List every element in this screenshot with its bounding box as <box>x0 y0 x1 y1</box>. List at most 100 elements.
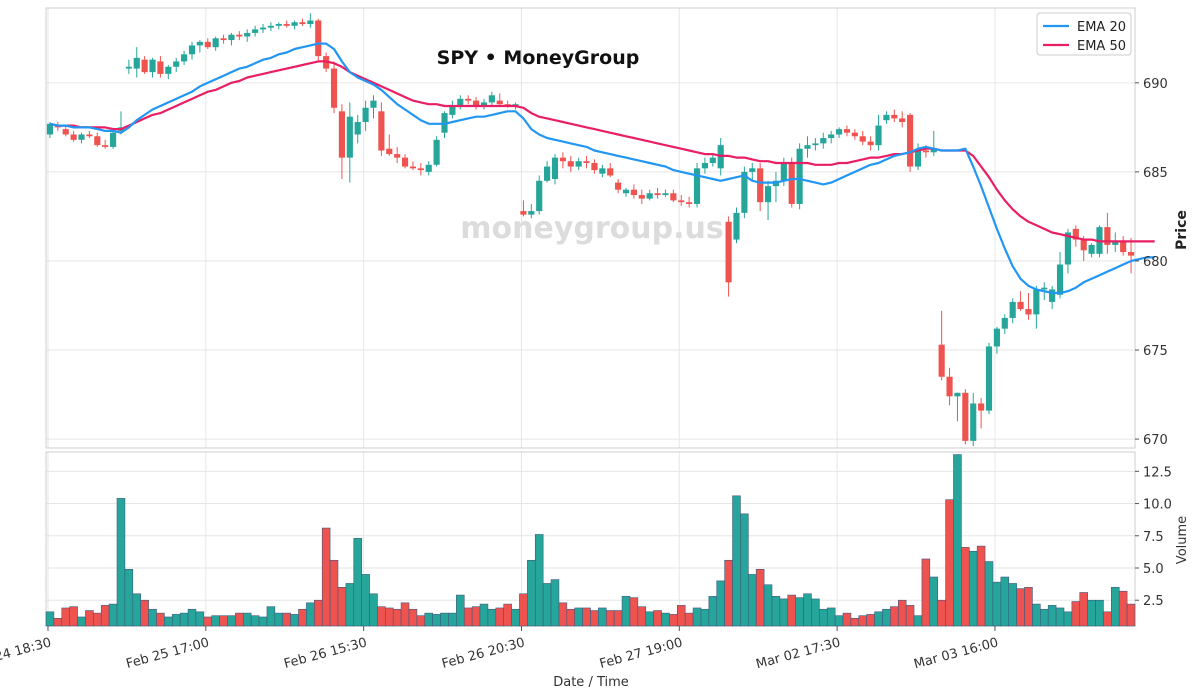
volume-bar <box>732 495 741 627</box>
volume-bar <box>953 454 962 627</box>
candle-body <box>907 114 914 167</box>
volume-bar <box>842 612 852 627</box>
price-tick-label: 675 <box>1143 344 1168 359</box>
volume-bar <box>1063 611 1073 627</box>
candle-body <box>622 189 630 194</box>
volume-bar <box>1032 603 1041 627</box>
candle-body <box>1080 239 1087 251</box>
candle-body <box>220 38 227 41</box>
volume-bar <box>519 593 528 627</box>
volume-bar <box>605 610 615 627</box>
candle-body <box>275 24 282 26</box>
candle-body <box>638 195 645 199</box>
volume-bar <box>1040 608 1049 627</box>
volume-bar <box>132 593 141 627</box>
candle-body <box>78 134 85 140</box>
volume-bar <box>637 606 647 627</box>
volume-tick-label: 10.0 <box>1143 498 1172 513</box>
candle-body <box>157 61 164 74</box>
candle-body <box>291 22 298 26</box>
candle-body <box>338 111 346 158</box>
candle-body <box>843 129 851 133</box>
candle-body <box>891 114 898 119</box>
candle-body <box>528 211 535 215</box>
candle-body <box>181 54 188 62</box>
candle-body <box>780 162 787 181</box>
candle-body <box>875 125 882 146</box>
candle-body <box>1049 289 1056 302</box>
candle-body <box>796 148 803 204</box>
volume-bar <box>542 583 552 627</box>
volume-bar <box>661 612 670 627</box>
candle-body <box>1001 317 1008 329</box>
candle-body <box>1017 301 1024 310</box>
volume-bar <box>819 608 828 627</box>
candle-body <box>70 134 77 140</box>
volume-bar <box>306 602 315 627</box>
candle-body <box>1127 252 1135 256</box>
candle-body <box>970 403 977 441</box>
candle-body <box>962 392 969 441</box>
volume-bar <box>755 568 765 627</box>
volume-bar <box>566 608 576 627</box>
candle-body <box>820 138 827 144</box>
candle-body <box>615 182 622 190</box>
candle-body <box>433 139 440 165</box>
legend: EMA 20 EMA 50 <box>1036 12 1132 56</box>
volume-bar <box>968 550 978 627</box>
candle-body <box>678 200 685 203</box>
candle-body <box>102 145 109 147</box>
candle-body <box>1064 232 1072 265</box>
candle-body <box>544 166 551 181</box>
volume-tick-label: 12.5 <box>1143 465 1172 480</box>
volume-bar <box>274 612 284 627</box>
volume-bar <box>779 598 789 627</box>
volume-bar <box>77 616 86 627</box>
candle-body <box>536 180 543 212</box>
x-tick-label: Feb 26 20:30 <box>440 635 526 672</box>
candle-body <box>551 157 559 180</box>
candle-body <box>173 61 180 67</box>
volume-bar <box>463 607 473 627</box>
x-tick-label: Feb 27 19:00 <box>598 635 684 672</box>
candle-body <box>630 189 637 196</box>
volume-bar <box>1008 583 1017 627</box>
candle-body <box>125 66 132 69</box>
volume-bar <box>250 615 260 627</box>
volume-bar <box>93 612 102 627</box>
candle-body <box>394 154 401 158</box>
candle-body <box>954 392 961 397</box>
candle-body <box>922 150 929 153</box>
volume-bar <box>164 616 173 627</box>
volume-bar <box>148 608 157 627</box>
candle-body <box>914 150 922 167</box>
volume-bar <box>850 617 860 627</box>
volume-bar <box>85 610 94 627</box>
volume-bar <box>171 614 181 627</box>
candle-body <box>1041 287 1048 290</box>
candle-body <box>1072 228 1079 240</box>
volume-bar <box>353 538 362 627</box>
volume-bar <box>495 607 504 627</box>
candle-body <box>86 134 93 137</box>
candle-body <box>867 141 874 146</box>
watermark: moneygroup.us <box>460 211 723 246</box>
volume-bar <box>1024 587 1033 627</box>
candle-body <box>733 212 740 240</box>
volume-bar <box>677 605 686 627</box>
volume-bar <box>590 610 599 627</box>
volume-bar <box>258 616 268 627</box>
volume-bar <box>479 603 489 627</box>
volume-bar <box>487 608 497 627</box>
volume-bar <box>890 606 899 627</box>
candle-body <box>1033 289 1040 315</box>
candle-body <box>662 193 669 196</box>
volume-bar <box>235 612 244 627</box>
candle-body <box>409 166 417 169</box>
candle-body <box>330 68 338 108</box>
candle-body <box>930 148 937 153</box>
volume-bar <box>669 614 678 627</box>
volume-bar <box>361 574 370 627</box>
candle-body <box>417 168 424 171</box>
volume-bar <box>416 615 426 627</box>
